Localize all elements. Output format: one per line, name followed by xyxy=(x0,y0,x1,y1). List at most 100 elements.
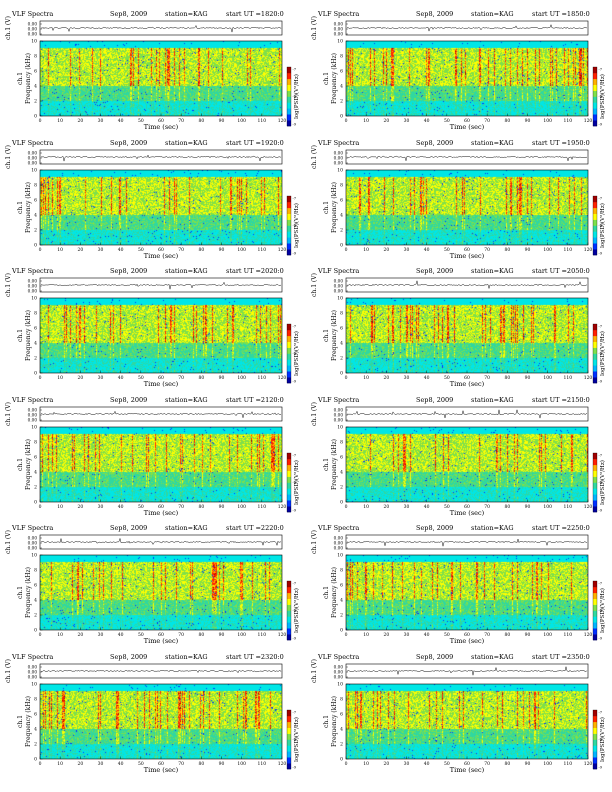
y-axis-title: Frequency (kHz) xyxy=(25,310,32,361)
y-tick-label: 8 xyxy=(340,568,343,574)
x-tick-label: 0 xyxy=(39,375,42,381)
colorbar-label: log(PSD)(V²/Hz) xyxy=(293,74,300,119)
x-tick-label: 110 xyxy=(564,632,573,638)
colorbar-segment xyxy=(287,114,291,121)
y-tick-label: 0 xyxy=(340,242,343,248)
channel-tick-label: 0.00 xyxy=(28,674,38,679)
y-axis-channel-label: ch.1 xyxy=(323,329,330,342)
panel-title-station: station=KAG xyxy=(471,267,514,275)
colorbar-segment xyxy=(593,248,597,255)
x-tick-label: 90 xyxy=(525,504,531,510)
colorbar-tick-label: -9 xyxy=(599,765,603,769)
colorbar-segment xyxy=(287,207,291,214)
colorbar-segment xyxy=(593,476,597,483)
x-tick-label: 110 xyxy=(564,118,573,124)
colorbar-segment xyxy=(287,341,291,348)
x-tick-label: 0 xyxy=(39,761,42,767)
y-tick-label: 10 xyxy=(31,39,37,45)
x-tick-label: 100 xyxy=(237,761,246,767)
x-tick-label: 100 xyxy=(543,118,552,124)
y-axis-channel-label: ch.1 xyxy=(323,586,330,599)
x-tick-label: 60 xyxy=(464,247,470,253)
colorbar-frame xyxy=(592,66,598,127)
channel-tick-label: 0.00 xyxy=(28,22,38,27)
channel-tick-label: 0.00 xyxy=(28,541,38,546)
y-tick-label: 0 xyxy=(34,628,37,634)
y-tick-label: 4 xyxy=(34,598,37,604)
x-tick-label: 30 xyxy=(98,761,104,767)
x-tick-label: 120 xyxy=(278,375,287,381)
x-tick-label: 90 xyxy=(525,761,531,767)
x-tick-label: 110 xyxy=(258,761,267,767)
colorbar-tick-label: -7 xyxy=(599,68,603,72)
y-axis-channel-label: ch.1 xyxy=(17,201,24,214)
y-axis-title: Frequency (kHz) xyxy=(25,181,32,232)
x-tick-label: 70 xyxy=(178,632,184,638)
x-tick-label: 40 xyxy=(118,761,124,767)
x-tick-label: 50 xyxy=(444,375,450,381)
colorbar-segment xyxy=(287,709,291,716)
colorbar-frame xyxy=(286,580,292,641)
panel-title-date: Sep8, 2009 xyxy=(110,396,147,404)
x-tick-label: 0 xyxy=(345,375,348,381)
spectrogram-panel: VLF Spectra Sep8, 2009 station=KAG start UT… xyxy=(306,391,612,521)
channel-axis-label: ch.1 (V) xyxy=(311,145,318,169)
panel-title-start-time: start UT =2150:0 xyxy=(532,396,590,404)
x-tick-label: 60 xyxy=(464,375,470,381)
channel-tick-label: 0.00 xyxy=(28,664,38,669)
channel-tick-label: 0.00 xyxy=(334,546,344,551)
colorbar-frame xyxy=(592,323,598,384)
colorbar-segment xyxy=(287,96,291,103)
x-tick-label: 20 xyxy=(77,375,83,381)
spectrogram-image xyxy=(346,426,588,502)
colorbar-tick-label: -9 xyxy=(293,765,297,769)
y-tick-label: 2 xyxy=(34,227,37,233)
panel-title-start-time: start UT =2350:0 xyxy=(532,653,590,661)
channel-axis-label: ch.1 (V) xyxy=(5,16,12,40)
spectrogram-panel: VLF Spectra Sep8, 2009 station=KAG start UT… xyxy=(306,519,612,649)
y-axis-title: Frequency (kHz) xyxy=(331,53,338,104)
colorbar-frame xyxy=(286,709,292,769)
y-tick-label: 8 xyxy=(34,439,37,445)
x-tick-label: 40 xyxy=(118,504,124,510)
colorbar-segment xyxy=(593,616,597,623)
channel-tick-label: 0.00 xyxy=(334,160,344,165)
y-tick-label: 6 xyxy=(340,69,343,75)
channel-tick-label: 0.00 xyxy=(28,546,38,551)
channel-strip-frame xyxy=(39,277,283,293)
colorbar-segment xyxy=(287,487,291,495)
y-tick-label: 6 xyxy=(34,583,37,589)
x-tick-label: 0 xyxy=(39,247,42,253)
colorbar-segment xyxy=(593,371,597,378)
channel-strip-frame xyxy=(39,534,283,550)
panel-title-date: Sep8, 2009 xyxy=(110,139,147,147)
y-tick-label: 8 xyxy=(34,54,37,60)
channel-waveform xyxy=(346,155,588,162)
x-tick-label: 20 xyxy=(77,504,83,510)
x-tick-label: 40 xyxy=(118,247,124,253)
y-tick-label: 0 xyxy=(340,756,343,762)
x-tick-label: 80 xyxy=(504,375,510,381)
channel-tick-label: 0.00 xyxy=(28,150,38,155)
colorbar-segment xyxy=(287,586,291,594)
y-tick-label: 2 xyxy=(34,741,37,747)
x-tick-label: 100 xyxy=(237,375,246,381)
colorbar-frame xyxy=(592,709,598,769)
x-tick-label: 80 xyxy=(504,504,510,510)
x-tick-label: 70 xyxy=(484,247,490,253)
spectrogram-image xyxy=(40,41,282,116)
y-axis-title: Frequency (kHz) xyxy=(331,181,338,232)
colorbar-frame xyxy=(286,452,292,512)
colorbar-segment xyxy=(593,108,597,115)
colorbar-segment xyxy=(287,610,291,617)
y-tick-label: 2 xyxy=(34,484,37,490)
x-tick-label: 10 xyxy=(363,504,369,510)
x-tick-label: 50 xyxy=(138,504,144,510)
colorbar-tick-label: -7 xyxy=(599,325,603,329)
x-tick-label: 90 xyxy=(219,761,225,767)
x-tick-label: 30 xyxy=(98,504,104,510)
channel-strip-frame xyxy=(345,663,589,678)
y-axis-title: Frequency (kHz) xyxy=(331,438,338,489)
colorbar-label: log(PSD)(V²/Hz) xyxy=(599,331,606,376)
colorbar-segment xyxy=(287,347,291,354)
